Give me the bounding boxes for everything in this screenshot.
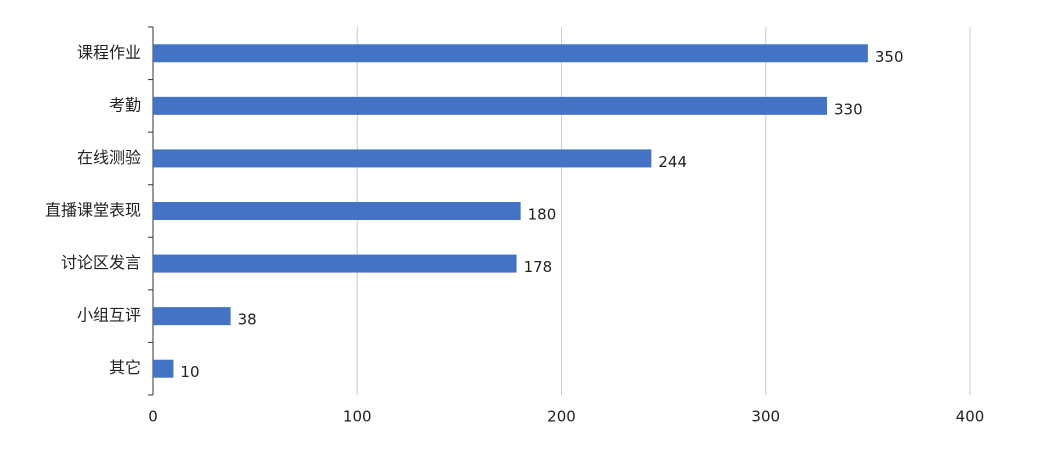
value-label: 330 (834, 100, 863, 118)
x-tick-label: 300 (751, 408, 780, 426)
value-label: 244 (658, 153, 687, 171)
y-tick-label: 考勤 (109, 95, 141, 114)
bar (153, 44, 868, 63)
y-tick-label: 直播课堂表现 (45, 201, 141, 220)
y-tick-label: 小组互评 (77, 306, 141, 325)
bar (153, 359, 174, 378)
x-tick-label: 200 (547, 408, 576, 426)
y-tick-label: 在线测验 (77, 148, 141, 167)
value-label: 180 (528, 206, 557, 224)
y-tick-label: 讨论区发言 (61, 253, 141, 272)
value-label: 178 (524, 258, 553, 276)
value-label: 350 (875, 48, 904, 66)
x-tick-label: 0 (148, 408, 158, 426)
y-tick-label: 课程作业 (77, 43, 141, 62)
bar (153, 307, 231, 326)
x-tick-label: 400 (956, 408, 985, 426)
bar (153, 202, 521, 220)
bar (153, 96, 828, 115)
bar (153, 149, 652, 168)
value-label: 10 (180, 363, 199, 381)
y-tick-label: 其它 (109, 358, 141, 377)
bar (153, 254, 517, 273)
x-tick-label: 100 (343, 408, 372, 426)
value-label: 38 (238, 311, 257, 329)
